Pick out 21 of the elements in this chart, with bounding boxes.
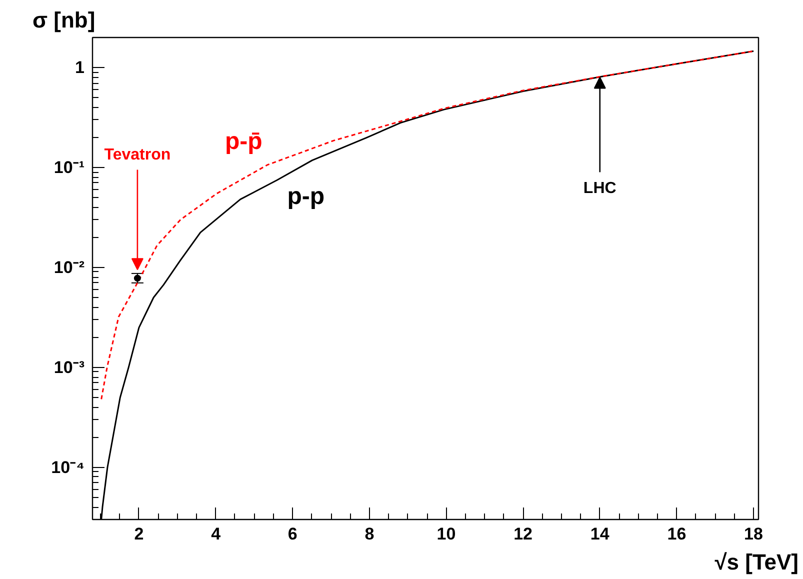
x-tick-label: 10 [436, 524, 456, 544]
y-axis-title: σ [nb] [32, 8, 96, 32]
x-tick-label: 16 [667, 524, 686, 544]
y-tick-label: 10⁻³ [54, 358, 85, 377]
x-axis-title: √s [TeV] [714, 550, 799, 574]
y-tick-label: 10⁻² [54, 258, 85, 277]
line-series [100, 50, 754, 400]
x-tick-label: 2 [134, 524, 144, 544]
y-tick-label: 10⁻¹ [54, 158, 85, 177]
x-tick-label: 14 [590, 524, 610, 544]
series-label: p-p̄ [224, 128, 262, 155]
annotation: Tevatron [104, 146, 171, 164]
series-label: p-p [287, 182, 325, 210]
x-tick-label: 4 [211, 524, 222, 544]
y-tick-label: 1 [75, 58, 85, 78]
y-tick-label: 10⁻⁴ [51, 458, 85, 477]
x-tick-label: 8 [364, 524, 374, 544]
x-tick-label: 18 [744, 524, 763, 544]
x-tick-label: 12 [514, 524, 533, 544]
annotation: LHC [583, 180, 617, 198]
x-tick-label: 6 [288, 524, 298, 544]
